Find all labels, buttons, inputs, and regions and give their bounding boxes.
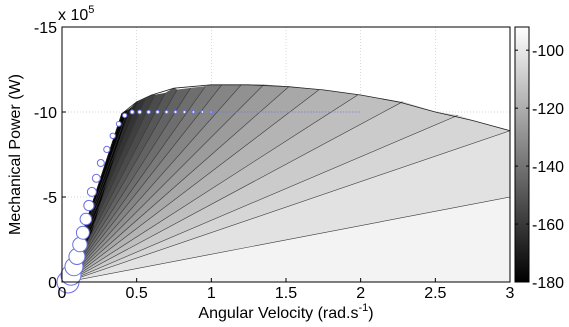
contour-line [66,101,403,282]
y-tick-label: -10 [34,105,57,122]
x-tick-label: 2.5 [424,285,446,302]
data-point [200,110,205,114]
colorbar [514,26,530,283]
colorbar-tick-label: -140 [532,159,564,176]
x-tick-label: 2 [356,285,365,302]
contour-region [66,84,510,282]
region-outline [66,84,510,282]
y-axis-ticks: 0 -5 -10 -15 [34,20,66,292]
x-tick-label: 0 [58,285,67,302]
data-point [146,109,151,115]
data-point [191,110,196,114]
contour-line [66,84,264,282]
data-point [72,236,88,253]
data-point [91,173,101,183]
data-point [115,121,122,127]
data-point [103,145,111,153]
data-point [83,199,95,212]
data-point [173,110,178,114]
colorbar-tick-label: -100 [532,43,564,60]
y-tick-label: 0 [48,275,57,292]
y-axis-multiplier: x 105 [58,4,94,24]
x-tick-label: 3 [506,285,515,302]
data-point [79,212,93,226]
data-point [129,109,135,115]
data-point [155,109,160,115]
x-axis-label: Angular Velocity (rad.s-1) [198,302,373,322]
colorbar-tick-label: -160 [532,217,564,234]
contour-line [66,89,320,282]
data-point [109,132,116,140]
data-point [137,109,143,115]
data-point [96,159,105,167]
contour-line [66,86,290,282]
colorbar-tick-label: -180 [532,275,564,292]
colorbar-ticks: -100 -120 -140 -160 -180 [515,43,564,292]
contour-line [66,84,223,282]
y-tick-label: -15 [34,20,57,37]
data-markers [56,109,361,294]
data-point [164,109,169,115]
colorbar-tick-label: -120 [532,101,564,118]
x-axis-ticks: 0 0.5 1 1.5 2 2.5 3 [58,278,515,302]
contour-line [66,130,510,282]
contour-line [66,196,510,282]
data-point [75,225,90,240]
y-axis-label: Mechanical Power (W) [7,74,24,235]
data-point [122,112,128,119]
x-tick-label: 1.5 [275,285,297,302]
y-tick-label: -5 [43,190,57,207]
x-tick-label: 1 [207,285,216,302]
data-point [86,186,97,197]
x-tick-label: 0.5 [126,285,148,302]
contour-line [66,88,191,282]
data-point [182,110,187,114]
contour-line [66,86,206,282]
contour-line [66,115,458,282]
contour-line [66,94,358,282]
contour-line [66,84,242,282]
